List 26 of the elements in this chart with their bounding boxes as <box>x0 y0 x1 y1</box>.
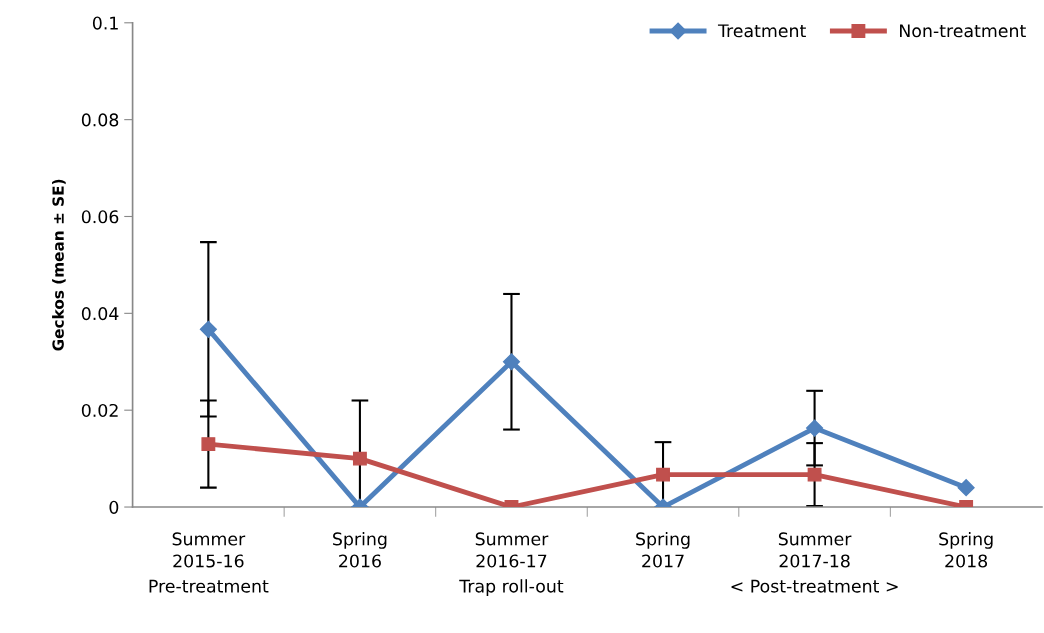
x-tick-label: Spring 2016 <box>333 532 387 568</box>
x-tick-label: Summer 2017-18 <box>778 532 852 568</box>
x-tick-label: Summer 2016-17 <box>475 532 549 568</box>
x-tick-label: Spring 2017 <box>636 532 690 568</box>
x-tick-label: Summer 2015-16 <box>172 532 246 568</box>
point <box>201 437 216 452</box>
y-tick-label: 0.06 <box>81 210 119 224</box>
point <box>199 320 217 338</box>
point <box>957 479 975 497</box>
x-tick-label: Spring 2018 <box>939 532 993 568</box>
text: Pre-treatment <box>149 579 269 593</box>
y-tick-label: 0.04 <box>81 307 119 321</box>
point <box>807 467 822 482</box>
text: Trap roll-out <box>459 579 564 596</box>
legend-label: Non-treatment <box>900 24 1026 38</box>
point <box>352 451 367 466</box>
legend-label: Treatment <box>717 24 806 38</box>
point <box>806 419 824 437</box>
y-tick-label: 0.08 <box>81 113 119 127</box>
point <box>656 467 670 482</box>
y-tick-label: 0 <box>109 500 119 514</box>
y-axis-title: Geckos (mean ± SE) <box>52 179 66 351</box>
y-tick-label: 0.1 <box>92 16 118 30</box>
point <box>502 353 521 371</box>
text: < Post-treatment > <box>731 579 898 593</box>
y-tick-label: 0.02 <box>81 403 118 418</box>
